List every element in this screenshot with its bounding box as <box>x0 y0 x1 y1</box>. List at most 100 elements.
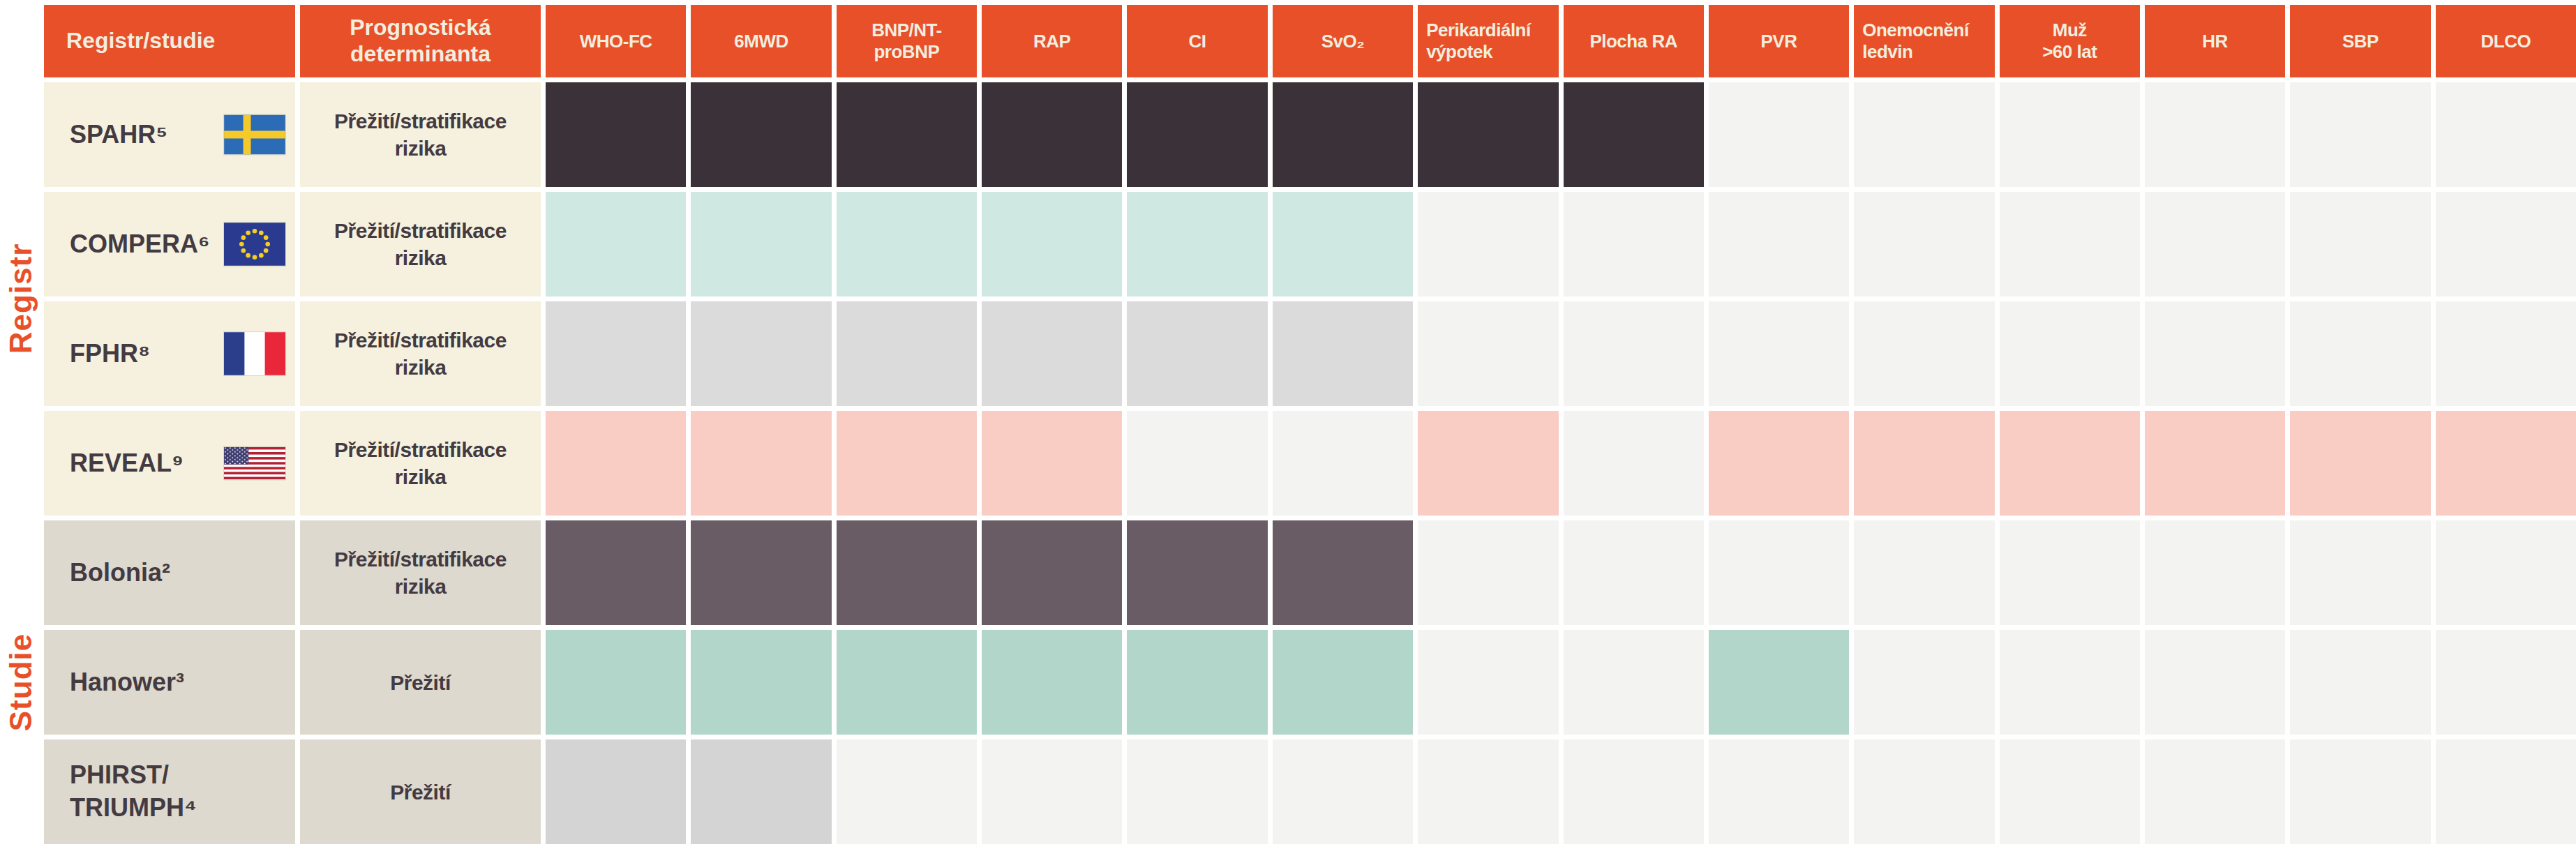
row-label-phirst-triumph: PHIRST/ TRIUMPH⁴ <box>44 739 295 844</box>
france-flag-icon <box>224 332 285 375</box>
matrix-cell <box>1127 520 1267 625</box>
matrix-cell <box>1273 301 1413 406</box>
eu-flag-icon <box>224 223 285 266</box>
matrix-cell <box>2290 82 2430 187</box>
determinant-cell: Přežití/stratifikace rizika <box>300 520 541 625</box>
matrix-cell <box>2290 520 2430 625</box>
row-name: REVEAL⁹ <box>70 447 184 480</box>
matrix-cell <box>1564 630 1704 735</box>
row-label-fphr: FPHR⁸ <box>44 301 295 406</box>
matrix-cell <box>1127 82 1267 187</box>
matrix-cell <box>2145 411 2285 516</box>
matrix-cell <box>1709 192 1849 296</box>
matrix-cell <box>837 630 977 735</box>
header-col-6mwd: 6MWD <box>691 5 831 77</box>
matrix-cell <box>1127 411 1267 516</box>
matrix-cell <box>2436 630 2576 735</box>
row-name: PHIRST/ TRIUMPH⁴ <box>70 759 197 825</box>
matrix-cell <box>2436 192 2576 296</box>
matrix-cell <box>2436 411 2576 516</box>
matrix-cell <box>837 411 977 516</box>
header-col-who-fc: WHO-FC <box>546 5 686 77</box>
matrix-cell <box>1273 630 1413 735</box>
matrix-cell <box>1273 192 1413 296</box>
matrix-cell <box>2000 520 2140 625</box>
matrix-cell <box>1418 630 1558 735</box>
matrix-cell <box>1564 520 1704 625</box>
matrix-cell <box>2145 739 2285 844</box>
row-label-spahr: SPAHR⁵ <box>44 82 295 187</box>
matrix-cell <box>1273 739 1413 844</box>
matrix-cell <box>1709 739 1849 844</box>
matrix-cell <box>837 301 977 406</box>
matrix-cell <box>1709 301 1849 406</box>
matrix-cell <box>1564 739 1704 844</box>
matrix-cell <box>546 739 686 844</box>
matrix-cell <box>2145 192 2285 296</box>
matrix-cell <box>691 82 831 187</box>
matrix-cell <box>1418 411 1558 516</box>
matrix-cell <box>2000 739 2140 844</box>
row-name: FPHR⁸ <box>70 338 150 370</box>
row-name: SPAHR⁵ <box>70 119 167 151</box>
matrix-cell <box>2436 301 2576 406</box>
matrix-cell <box>982 82 1122 187</box>
matrix-cell <box>546 301 686 406</box>
matrix-cell <box>691 739 831 844</box>
matrix-cell <box>2290 192 2430 296</box>
header-col-svo2: SvO₂ <box>1273 5 1413 77</box>
sweden-flag-icon <box>224 115 285 155</box>
matrix-cell <box>1854 739 1994 844</box>
matrix-cell <box>1127 630 1267 735</box>
header-col-hr: HR <box>2145 5 2285 77</box>
matrix-cell <box>1854 630 1994 735</box>
matrix-cell <box>691 301 831 406</box>
row-name: COMPERA⁶ <box>70 228 210 261</box>
matrix-cell <box>837 192 977 296</box>
matrix-cell <box>1854 411 1994 516</box>
determinant-cell: Přežití/stratifikace rizika <box>300 192 541 296</box>
row-name: Hanower³ <box>70 666 184 699</box>
matrix-cell <box>982 411 1122 516</box>
row-label-reveal: REVEAL⁹ <box>44 411 295 516</box>
header-col-perikardialni-vypotek: Perikardiální výpotek <box>1418 5 1558 77</box>
group-label-studie: Studie <box>3 633 38 731</box>
matrix-cell <box>1127 301 1267 406</box>
header-col-rap: RAP <box>982 5 1122 77</box>
matrix-cell <box>2000 301 2140 406</box>
matrix-cell <box>982 192 1122 296</box>
row-name: Bolonia² <box>70 557 170 589</box>
matrix-cell <box>546 411 686 516</box>
matrix-cell <box>1854 520 1994 625</box>
matrix-cell <box>546 192 686 296</box>
matrix-cell <box>691 630 831 735</box>
determinant-cell: Přežití/stratifikace rizika <box>300 82 541 187</box>
matrix-cell <box>2145 301 2285 406</box>
matrix-cell <box>982 739 1122 844</box>
matrix-cell <box>1564 82 1704 187</box>
header-col-onemocneni-ledvin: Onemocnění ledvin <box>1854 5 1994 77</box>
matrix-cell <box>1709 630 1849 735</box>
matrix-cell <box>1854 192 1994 296</box>
matrix-cell <box>2290 411 2430 516</box>
matrix-cell <box>982 520 1122 625</box>
matrix-cell <box>691 520 831 625</box>
matrix-cell <box>837 82 977 187</box>
matrix-cell <box>1418 520 1558 625</box>
matrix-cell <box>2436 82 2576 187</box>
header-prognosticka-determinanta: Prognostická determinanta <box>300 5 541 77</box>
matrix-cell <box>1273 411 1413 516</box>
matrix-cell <box>1418 739 1558 844</box>
matrix-cell <box>2000 192 2140 296</box>
matrix-cell <box>2290 301 2430 406</box>
matrix-cell <box>1854 82 1994 187</box>
matrix-cell <box>837 520 977 625</box>
header-col-plocha-ra: Plocha RA <box>1564 5 1704 77</box>
matrix-cell <box>2000 630 2140 735</box>
matrix-cell <box>1418 192 1558 296</box>
matrix-cell <box>2290 739 2430 844</box>
determinant-cell: Přežití <box>300 739 541 844</box>
matrix-cell <box>1127 739 1267 844</box>
matrix-cell <box>691 411 831 516</box>
matrix-cell <box>1854 301 1994 406</box>
